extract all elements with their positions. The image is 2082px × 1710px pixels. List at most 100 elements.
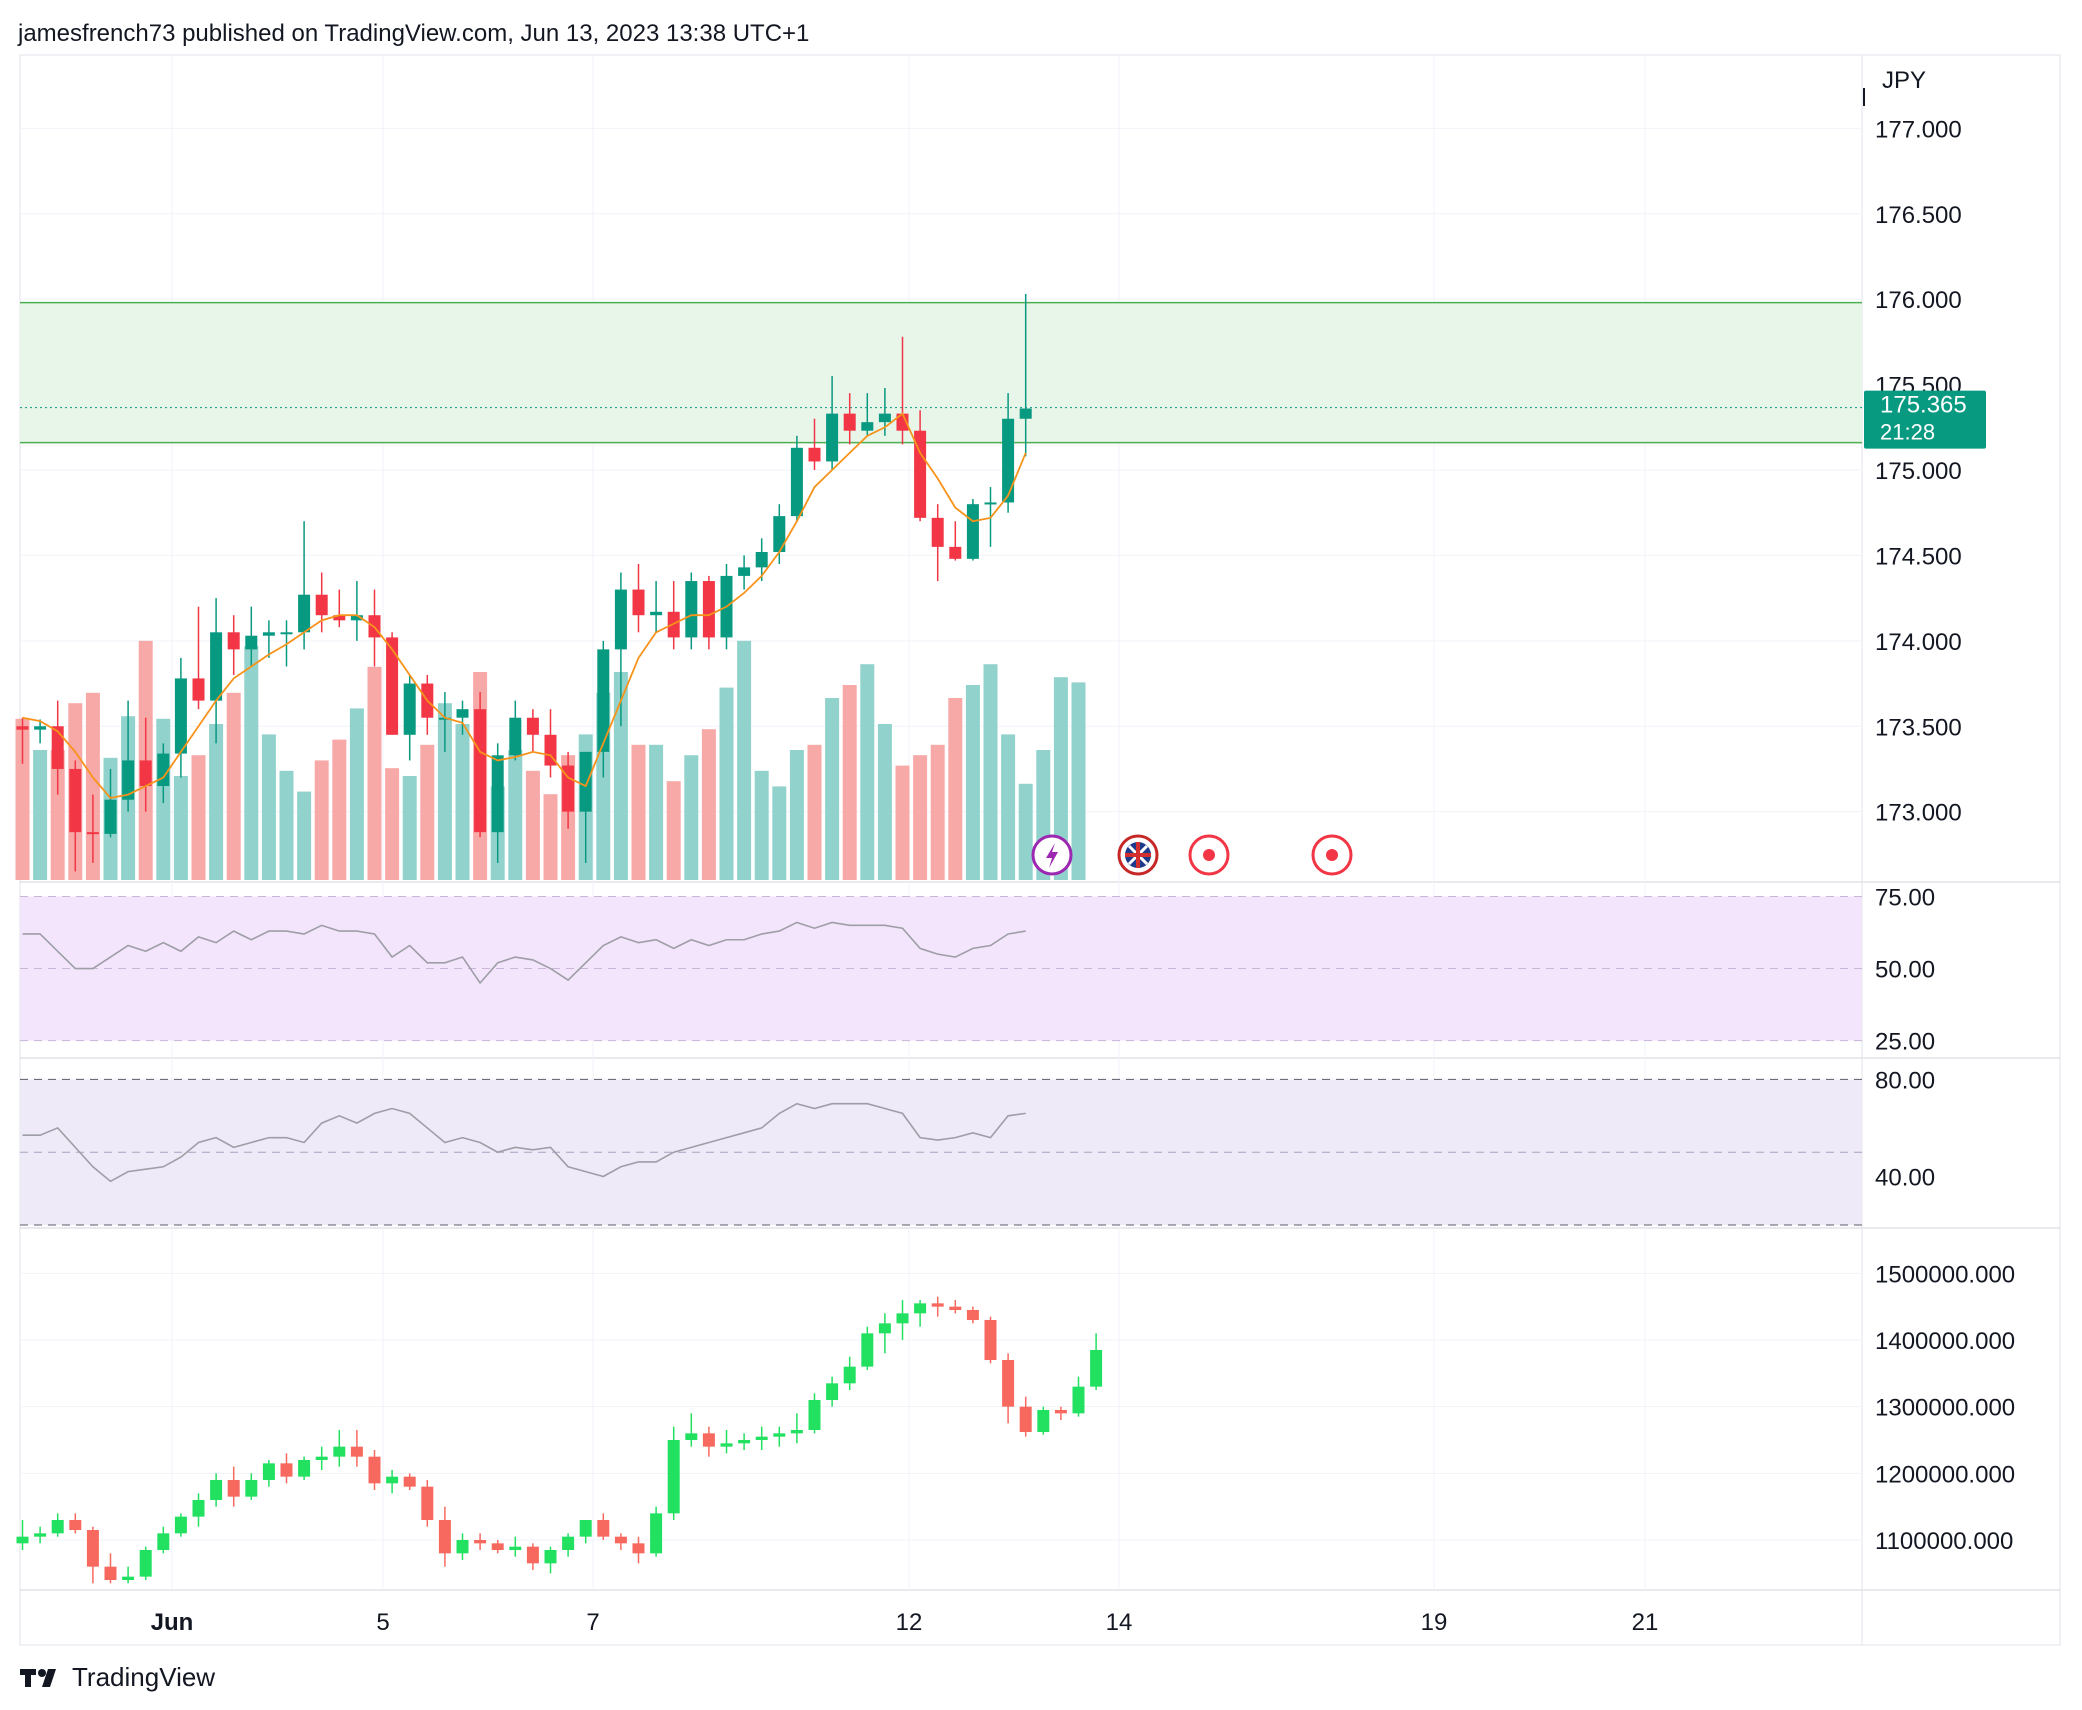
obv-candle[interactable]: [878, 1323, 891, 1334]
obv-candle[interactable]: [720, 1443, 733, 1447]
price-candle[interactable]: [738, 567, 751, 576]
obv-candle[interactable]: [421, 1486, 434, 1520]
price-candle[interactable]: [280, 632, 293, 635]
obv-candle[interactable]: [262, 1463, 275, 1480]
price-candle[interactable]: [139, 760, 152, 787]
obv-candle[interactable]: [544, 1550, 557, 1564]
price-candle[interactable]: [245, 635, 258, 650]
obv-candle[interactable]: [368, 1456, 381, 1484]
uk-flag-icon[interactable]: [1117, 834, 1159, 876]
obv-candle[interactable]: [438, 1520, 451, 1554]
last-price-tag[interactable]: [1864, 390, 1986, 449]
price-candle[interactable]: [526, 717, 539, 735]
price-candle[interactable]: [34, 726, 47, 730]
obv-candle[interactable]: [773, 1433, 786, 1437]
price-candle[interactable]: [597, 649, 610, 752]
price-candle[interactable]: [262, 632, 275, 636]
price-candle[interactable]: [122, 760, 135, 800]
obv-candle[interactable]: [474, 1540, 487, 1544]
obv-candle[interactable]: [790, 1430, 803, 1434]
price-candle[interactable]: [826, 413, 839, 462]
rsi-pane[interactable]: [20, 896, 1862, 1042]
obv-candle[interactable]: [808, 1400, 821, 1430]
price-candle[interactable]: [333, 615, 346, 621]
price-candle[interactable]: [650, 611, 663, 616]
obv-candle[interactable]: [34, 1533, 47, 1537]
obv-candle[interactable]: [826, 1383, 839, 1400]
price-candle[interactable]: [949, 546, 962, 559]
obv-candle[interactable]: [896, 1313, 909, 1324]
price-candle[interactable]: [931, 517, 944, 547]
obv-candle[interactable]: [614, 1536, 627, 1544]
obv-candle[interactable]: [298, 1460, 311, 1477]
price-candle[interactable]: [1019, 408, 1032, 419]
price-candle[interactable]: [790, 447, 803, 517]
price-candle[interactable]: [86, 832, 99, 835]
price-candle[interactable]: [773, 516, 786, 552]
obv-candle[interactable]: [491, 1543, 504, 1550]
price-candle[interactable]: [386, 637, 399, 735]
event-dot-icon[interactable]: [1188, 834, 1230, 876]
obv-candle[interactable]: [702, 1433, 715, 1447]
price-candle[interactable]: [914, 430, 927, 518]
obv-candle[interactable]: [315, 1456, 328, 1460]
tradingview-brand[interactable]: TradingView: [20, 1662, 215, 1693]
obv-candle[interactable]: [210, 1480, 223, 1500]
obv-pane[interactable]: [16, 1272, 1863, 1584]
obv-candle[interactable]: [192, 1500, 205, 1517]
lightning-icon[interactable]: [1031, 834, 1073, 876]
price-candle[interactable]: [192, 678, 205, 701]
obv-candle[interactable]: [386, 1476, 399, 1484]
price-candle[interactable]: [1002, 418, 1015, 503]
price-candle[interactable]: [403, 683, 416, 735]
obv-candle[interactable]: [931, 1303, 944, 1307]
price-candle[interactable]: [878, 413, 891, 423]
obv-candle[interactable]: [86, 1530, 99, 1567]
price-candle[interactable]: [984, 502, 997, 505]
obv-candle[interactable]: [333, 1446, 346, 1457]
obv-candle[interactable]: [861, 1333, 874, 1367]
price-axis[interactable]: JPY177.000176.500176.000175.500175.00017…: [1863, 67, 2015, 1555]
price-candles[interactable]: [16, 294, 1032, 872]
price-candle[interactable]: [843, 413, 856, 431]
obv-candle[interactable]: [104, 1566, 117, 1580]
price-candle[interactable]: [562, 765, 575, 812]
obv-candle[interactable]: [738, 1440, 751, 1444]
event-dot-icon[interactable]: [1311, 834, 1353, 876]
obv-candle[interactable]: [949, 1306, 962, 1310]
time-axis[interactable]: Jun 5 7 12 14 19 21: [151, 1609, 1659, 1636]
price-candle[interactable]: [51, 726, 64, 769]
obv-candle[interactable]: [139, 1550, 152, 1577]
price-candle[interactable]: [861, 422, 874, 431]
obv-candle[interactable]: [174, 1516, 187, 1534]
price-candle[interactable]: [702, 581, 715, 638]
obv-candle[interactable]: [350, 1446, 363, 1457]
price-candle[interactable]: [966, 504, 979, 559]
obv-candle[interactable]: [526, 1546, 539, 1564]
price-candle[interactable]: [174, 678, 187, 754]
obv-candle[interactable]: [1090, 1350, 1103, 1387]
price-candle[interactable]: [438, 717, 451, 720]
price-candle[interactable]: [298, 594, 311, 633]
obv-candle[interactable]: [1072, 1386, 1085, 1414]
obv-candle[interactable]: [650, 1513, 663, 1554]
price-candle[interactable]: [755, 552, 768, 568]
obv-candle[interactable]: [1002, 1360, 1015, 1407]
price-candle[interactable]: [210, 632, 223, 701]
obv-candle[interactable]: [562, 1536, 575, 1550]
obv-candle[interactable]: [51, 1520, 64, 1534]
price-candle[interactable]: [69, 768, 82, 833]
obv-candle[interactable]: [403, 1476, 416, 1487]
price-candle[interactable]: [315, 594, 328, 616]
price-candle[interactable]: [104, 799, 117, 834]
price-candle[interactable]: [491, 755, 504, 833]
obv-candle[interactable]: [755, 1436, 768, 1440]
obv-candle[interactable]: [1019, 1406, 1032, 1432]
price-candle[interactable]: [16, 726, 29, 730]
obv-candle[interactable]: [966, 1310, 979, 1320]
obv-candle[interactable]: [509, 1546, 522, 1550]
obv-candle[interactable]: [69, 1520, 82, 1530]
price-candle[interactable]: [350, 615, 363, 621]
obv-candle[interactable]: [685, 1433, 698, 1440]
